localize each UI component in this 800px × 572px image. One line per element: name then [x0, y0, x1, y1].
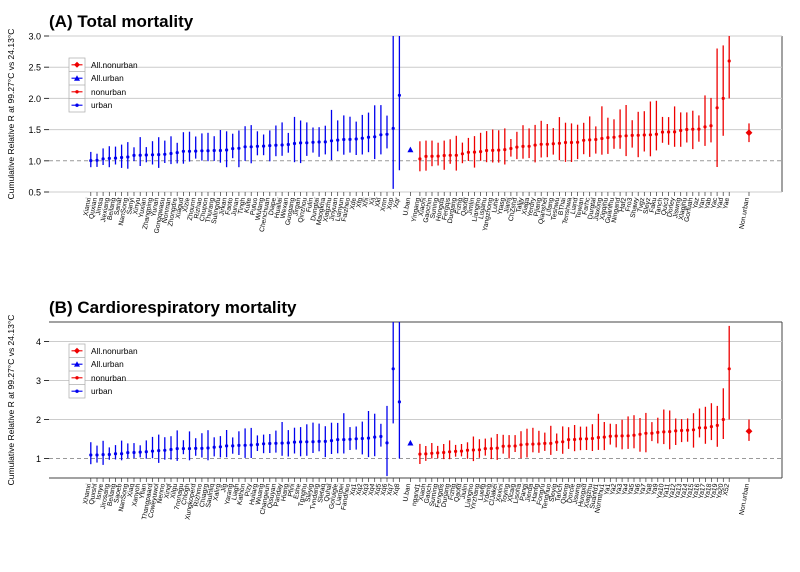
svg-text:urban: urban [91, 100, 113, 110]
svg-text:Cumulative Relative R at 99.27: Cumulative Relative R at 99.27°C vs 24.1… [6, 29, 16, 200]
svg-text:nonurban: nonurban [91, 373, 126, 383]
svg-text:0.5: 0.5 [28, 188, 41, 198]
svg-text:Cumulative Relative R at 99.27: Cumulative Relative R at 99.27°C vs 24.1… [6, 315, 16, 486]
svg-text:3.0: 3.0 [28, 32, 41, 42]
svg-text:urban: urban [91, 386, 113, 396]
svg-text:1: 1 [36, 454, 41, 464]
svg-text:(A) Total mortality: (A) Total mortality [49, 12, 194, 31]
svg-text:2.5: 2.5 [28, 63, 41, 73]
svg-text:All.urban: All.urban [91, 359, 124, 369]
svg-text:All.urban: All.urban [91, 73, 124, 83]
svg-text:2.0: 2.0 [28, 94, 41, 104]
svg-text:(B) Cardiorespiratory mortalit: (B) Cardiorespiratory mortality [49, 298, 297, 317]
svg-text:All.nonurban: All.nonurban [91, 346, 138, 356]
svg-text:All.nonurban: All.nonurban [91, 60, 138, 70]
svg-text:4: 4 [36, 337, 41, 347]
svg-text:1.5: 1.5 [28, 125, 41, 135]
svg-text:nonurban: nonurban [91, 87, 126, 97]
svg-text:3: 3 [36, 376, 41, 386]
svg-text:1.0: 1.0 [28, 156, 41, 166]
svg-text:2: 2 [36, 415, 41, 425]
